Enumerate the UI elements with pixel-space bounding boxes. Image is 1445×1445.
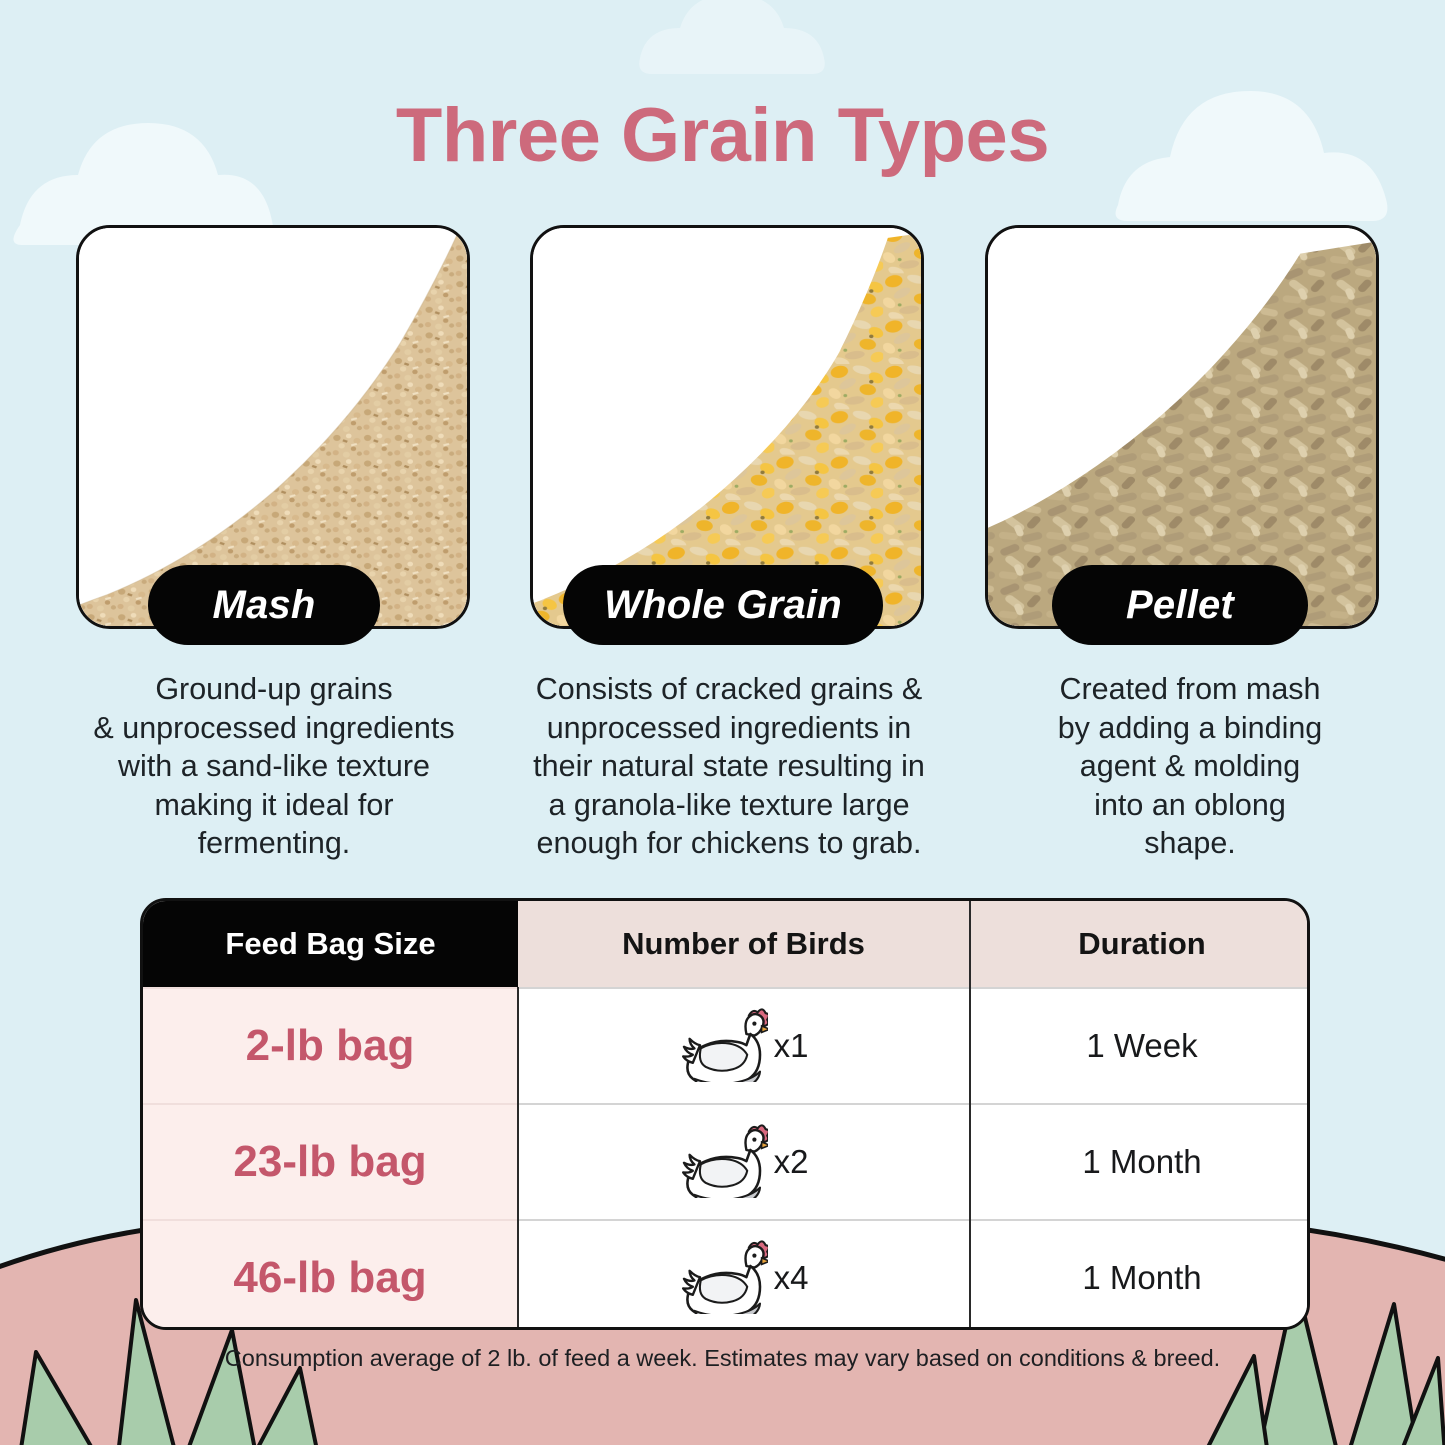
bird-count-label: x2 xyxy=(773,1143,809,1180)
grain-card-mash xyxy=(76,225,470,629)
mash-grain-photo xyxy=(79,228,467,626)
cell-bag-size: 2-lb bag xyxy=(143,987,519,1104)
chicken-icon xyxy=(680,1234,772,1327)
table-row: 46-lb bag xyxy=(143,1219,1307,1327)
pellet-photo xyxy=(988,228,1376,626)
cell-number-of-birds: x1 xyxy=(518,987,971,1104)
footnote-text: Consumption average of 2 lb. of feed a w… xyxy=(224,1345,1221,1371)
table-row: 23-lb bag xyxy=(143,1103,1307,1220)
cell-duration: 1 Month xyxy=(970,1103,1307,1220)
bird-count-label: x4 xyxy=(773,1259,809,1296)
column-header-number-of-birds: Number of Birds xyxy=(518,901,971,988)
cell-bag-size: 23-lb bag xyxy=(143,1103,519,1220)
cell-duration: 1 Week xyxy=(970,987,1307,1104)
grain-card-whole-grain xyxy=(530,225,924,629)
cell-number-of-birds: x4 xyxy=(518,1219,971,1327)
grain-card-row xyxy=(0,225,1445,645)
grain-description-mash: Ground-up grains & unprocessed ingredien… xyxy=(93,672,455,860)
chicken-icon xyxy=(680,1118,772,1217)
cell-duration: 1 Month xyxy=(970,1219,1307,1327)
cell-number-of-birds: x2 xyxy=(518,1103,971,1220)
grain-description-whole-grain: Consists of cracked grains & unprocessed… xyxy=(533,672,925,860)
cell-bag-size: 46-lb bag xyxy=(143,1219,519,1327)
column-header-duration: Duration xyxy=(970,901,1307,988)
grain-description-pellet: Created from mash by adding a binding ag… xyxy=(1057,672,1323,860)
grain-label-mash: Mash xyxy=(148,565,380,645)
table-header-row: Feed Bag Size Number of Birds Duration xyxy=(143,901,1307,988)
bird-count-label: x1 xyxy=(773,1027,809,1064)
grain-label-whole-grain: Whole Grain xyxy=(563,565,883,645)
grain-label-pellet: Pellet xyxy=(1052,565,1308,645)
whole-grain-photo xyxy=(533,228,921,626)
grain-card-pellet xyxy=(985,225,1379,629)
chicken-icon xyxy=(680,1002,772,1101)
feed-bag-table: Feed Bag Size Number of Birds Duration 2… xyxy=(140,898,1310,1330)
page-title: Three Grain Types xyxy=(395,93,1050,178)
table-row: 2-lb bag xyxy=(143,987,1307,1104)
column-header-feed-bag-size: Feed Bag Size xyxy=(143,901,518,988)
